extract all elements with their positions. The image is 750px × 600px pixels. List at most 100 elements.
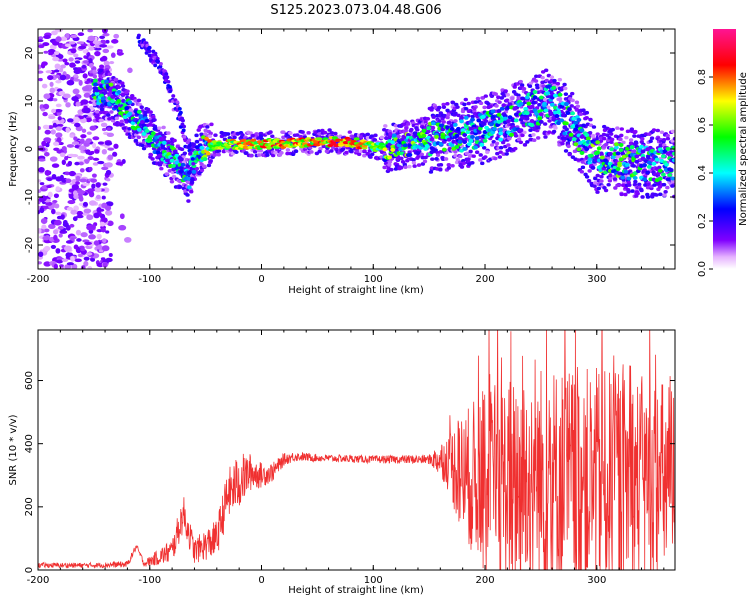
spectrogram-cell [646, 160, 652, 165]
spectrogram-cell [41, 224, 47, 230]
spectrogram-cell [258, 134, 264, 139]
spectrogram-cell [89, 63, 94, 68]
spectrogram-cell [421, 128, 427, 133]
y-tick-label: 200 [24, 497, 35, 516]
spectrogram-cell [528, 128, 533, 133]
spectrogram-cell [438, 167, 443, 172]
spectrogram-cell [591, 133, 596, 138]
x-tick-label: 100 [364, 274, 383, 285]
spectrogram-cell [587, 169, 592, 173]
spectrogram-cell [423, 119, 428, 124]
spectrogram-cell [538, 119, 544, 124]
spectrogram-cell [83, 107, 91, 114]
spectrogram-cell [670, 129, 675, 134]
spectrogram-cell [434, 156, 439, 161]
y-tick-label: -20 [24, 237, 35, 253]
spectrogram-cell [463, 115, 469, 120]
spectrogram-cell [95, 245, 104, 250]
y-tick-label: 0 [24, 567, 35, 573]
spectrogram-cell [557, 92, 563, 97]
spectrogram-cell [329, 149, 334, 153]
spectrogram-cell [632, 149, 637, 153]
spectrogram-cell [475, 96, 481, 101]
spectrogram-cell [608, 132, 614, 136]
spectrogram-cell [47, 125, 54, 130]
spectrogram-cell [93, 82, 98, 87]
spectrogram-cell [77, 32, 85, 37]
spectrogram-cell [445, 115, 450, 120]
spectrogram-cell [665, 177, 671, 182]
spectrogram-cell [273, 151, 278, 155]
spectrogram-cell [415, 127, 420, 132]
spectrogram-cell [535, 136, 541, 140]
spectrogram-cell [645, 170, 651, 175]
spectrogram-cell [112, 151, 118, 157]
spectrogram-cell [98, 118, 105, 123]
spectrogram-cell [124, 90, 129, 94]
spectrogram-cell [661, 137, 667, 142]
spectrogram-cell [455, 157, 461, 162]
spectrogram-cell [584, 175, 590, 179]
spectrogram-cell [587, 157, 593, 162]
spectrogram-cell [387, 155, 392, 160]
spectrogram-cell [108, 90, 113, 94]
spectrogram-cell [446, 120, 452, 125]
spectrogram-cell [522, 130, 527, 135]
y-tick-label: 400 [24, 434, 35, 453]
spectrogram-cell [194, 133, 199, 138]
spectrogram-cell [615, 167, 621, 172]
spectrogram-cell [66, 206, 74, 211]
spectrogram-cell [139, 105, 144, 109]
spectrogram-cell [179, 157, 184, 162]
spectrogram-cell [70, 34, 78, 38]
x-tick-label: 200 [475, 274, 494, 285]
spectrogram-cell [640, 149, 646, 154]
spectrogram-cell [169, 179, 175, 184]
spectrogram-cell [77, 190, 85, 195]
spectrogram-cell [285, 148, 291, 152]
spectrogram-cell [72, 116, 81, 123]
spectrogram-cell [578, 112, 584, 116]
spectrogram-cell [405, 158, 410, 163]
spectrogram-cell [373, 133, 378, 138]
spectrogram-cell [71, 263, 78, 269]
spectrogram-cell [152, 126, 158, 131]
spectrogram-cell [619, 133, 624, 138]
spectrogram-cell [100, 257, 106, 261]
spectrogram-cell [84, 241, 93, 246]
spectrogram-cell [38, 228, 42, 234]
spectrogram-cell [171, 174, 177, 179]
spectrogram-cell [398, 166, 404, 170]
spectrogram-cell [353, 137, 360, 141]
spectrogram-cell [84, 159, 90, 164]
spectrogram-cell [95, 182, 101, 188]
spectrogram-cell [144, 118, 150, 123]
spectrogram-cell [538, 112, 544, 117]
spectrogram-cell [55, 132, 63, 138]
spectrogram-cell [575, 104, 581, 109]
spectrogram-cell [628, 138, 634, 142]
spectrogram-cell [41, 61, 48, 66]
spectrogram-cell [157, 126, 162, 130]
spectrogram-cell [79, 138, 85, 144]
spectrogram-cell [138, 114, 144, 119]
spectrogram-cell [519, 83, 525, 87]
spectrogram-cell [53, 193, 59, 199]
spectrogram-cell [440, 157, 446, 161]
spectrogram-cell [51, 173, 57, 180]
spectrogram-cell [74, 161, 80, 166]
spectrogram-cell [306, 131, 311, 135]
spectrogram-cell [543, 108, 549, 113]
spectrogram-cell [618, 137, 623, 141]
spectrogram-cell [136, 98, 142, 103]
spectrogram-cell [172, 138, 177, 143]
spectrogram-cell [450, 100, 456, 105]
spectrogram-cell [368, 155, 373, 159]
spectrogram-cell [506, 143, 511, 147]
spectrogram-cell [104, 205, 112, 211]
spectrogram-cell [48, 223, 56, 229]
spectrogram-cell [609, 147, 615, 152]
spectrogram-cell [69, 223, 75, 228]
spectrogram-cell [505, 93, 510, 97]
spectrogram-cell [403, 165, 408, 169]
